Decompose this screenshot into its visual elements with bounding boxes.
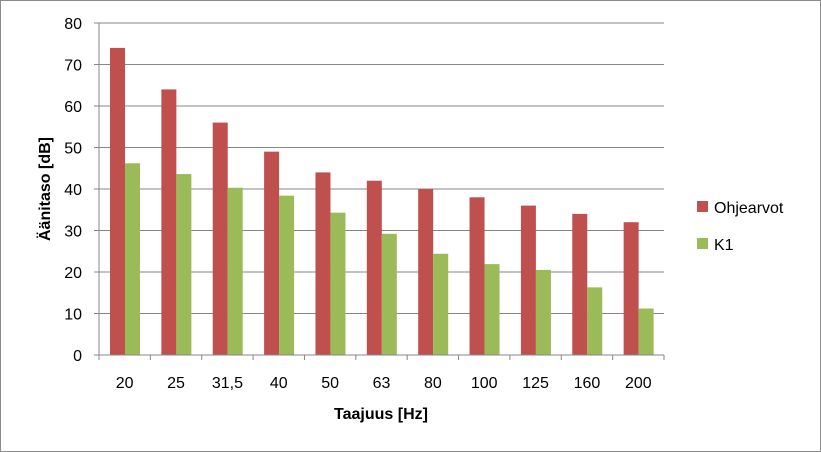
y-axis-title: Äänitaso [dB] [36,137,54,241]
x-tick-label: 50 [321,375,339,392]
y-tick-label: 70 [64,58,82,75]
legend-swatch [697,238,708,249]
bar-ohjearvot [520,205,536,355]
x-tick-label: 40 [270,375,288,392]
y-tick-label: 10 [64,307,82,324]
y-tick-label: 50 [64,141,82,158]
bar-k1 [330,212,346,355]
bar-ohjearvot [469,197,485,355]
x-tick-label: 200 [625,375,652,392]
legend-label: Ohjearvot [714,200,784,217]
bar-k1 [125,163,140,355]
bar-ohjearvot [212,122,228,355]
bar-k1 [587,287,603,355]
x-tick-label: 31,5 [212,375,243,392]
axes [98,23,665,360]
y-tick-labels: 0 10 20 30 40 50 60 70 80 [64,16,82,365]
y-tick-label: 20 [64,265,82,282]
bar-k1 [381,233,397,355]
bar-k1 [484,264,500,355]
bars [110,47,654,356]
bar-ohjearvot [366,180,382,355]
x-tick-label: 80 [424,375,442,392]
bar-k1 [176,174,192,355]
bar-ohjearvot [161,89,177,356]
legend: Ohjearvot K1 [697,200,784,254]
bar-k1 [433,253,449,355]
bar-ohjearvot [418,189,434,355]
y-tick-label: 30 [64,224,82,241]
legend-label: K1 [714,237,734,254]
y-tick-label: 40 [64,182,82,199]
bar-k1 [535,269,551,355]
y-tick-label: 60 [64,99,82,116]
x-tick-label: 100 [471,375,498,392]
bar-ohjearvot [264,151,280,355]
bar-ohjearvot [110,47,125,356]
x-tick-label: 25 [167,375,185,392]
x-axis-title: Taajuus [Hz] [334,406,428,423]
bar-ohjearvot [623,222,639,355]
x-tick-label: 20 [116,375,134,392]
y-tick-label: 0 [73,348,82,365]
bar-k1 [227,187,243,355]
bar-k1 [638,308,654,355]
legend-swatch [697,201,708,212]
bar-k1 [279,195,295,355]
bar-ohjearvot [315,172,331,355]
x-tick-label: 125 [522,375,549,392]
bar-ohjearvot [572,213,588,355]
x-tick-label: 160 [574,375,601,392]
x-tick-labels: 20 25 31,5 40 50 63 80 100 125 160 200 [116,375,652,392]
x-tick-label: 63 [373,375,391,392]
y-tick-label: 80 [64,16,82,33]
